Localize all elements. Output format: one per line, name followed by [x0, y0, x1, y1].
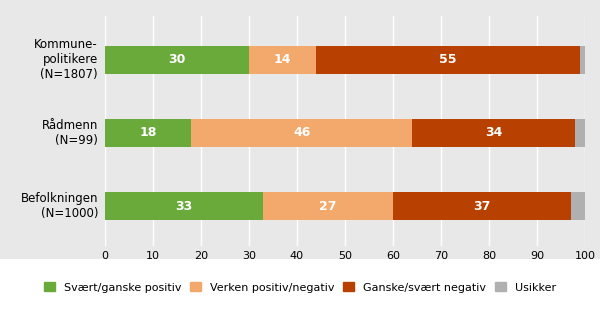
Bar — [571, 192, 585, 220]
Bar — [412, 119, 575, 147]
Bar — [575, 119, 585, 147]
Text: 30: 30 — [169, 53, 185, 66]
Text: 27: 27 — [319, 200, 337, 213]
Bar — [105, 46, 249, 74]
Bar — [580, 46, 585, 74]
Text: 55: 55 — [439, 53, 457, 66]
Bar — [191, 119, 412, 147]
Legend: Svært/ganske positiv, Verken positiv/negativ, Ganske/svært negativ, Usikker: Svært/ganske positiv, Verken positiv/neg… — [41, 280, 559, 295]
Text: 37: 37 — [473, 200, 490, 213]
Text: 46: 46 — [293, 126, 310, 139]
Text: 14: 14 — [274, 53, 292, 66]
Bar — [393, 192, 571, 220]
Bar — [263, 192, 393, 220]
Text: 18: 18 — [140, 126, 157, 139]
Bar — [249, 46, 316, 74]
Text: 33: 33 — [176, 200, 193, 213]
Text: 34: 34 — [485, 126, 502, 139]
Bar — [105, 119, 191, 147]
Bar — [316, 46, 580, 74]
Bar — [105, 192, 263, 220]
